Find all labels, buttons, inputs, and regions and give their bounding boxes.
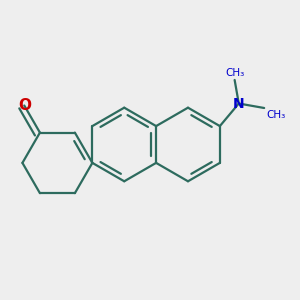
Text: CH₃: CH₃ [266, 110, 285, 120]
Text: O: O [18, 98, 31, 113]
Text: N: N [233, 97, 244, 110]
Text: CH₃: CH₃ [225, 68, 244, 78]
